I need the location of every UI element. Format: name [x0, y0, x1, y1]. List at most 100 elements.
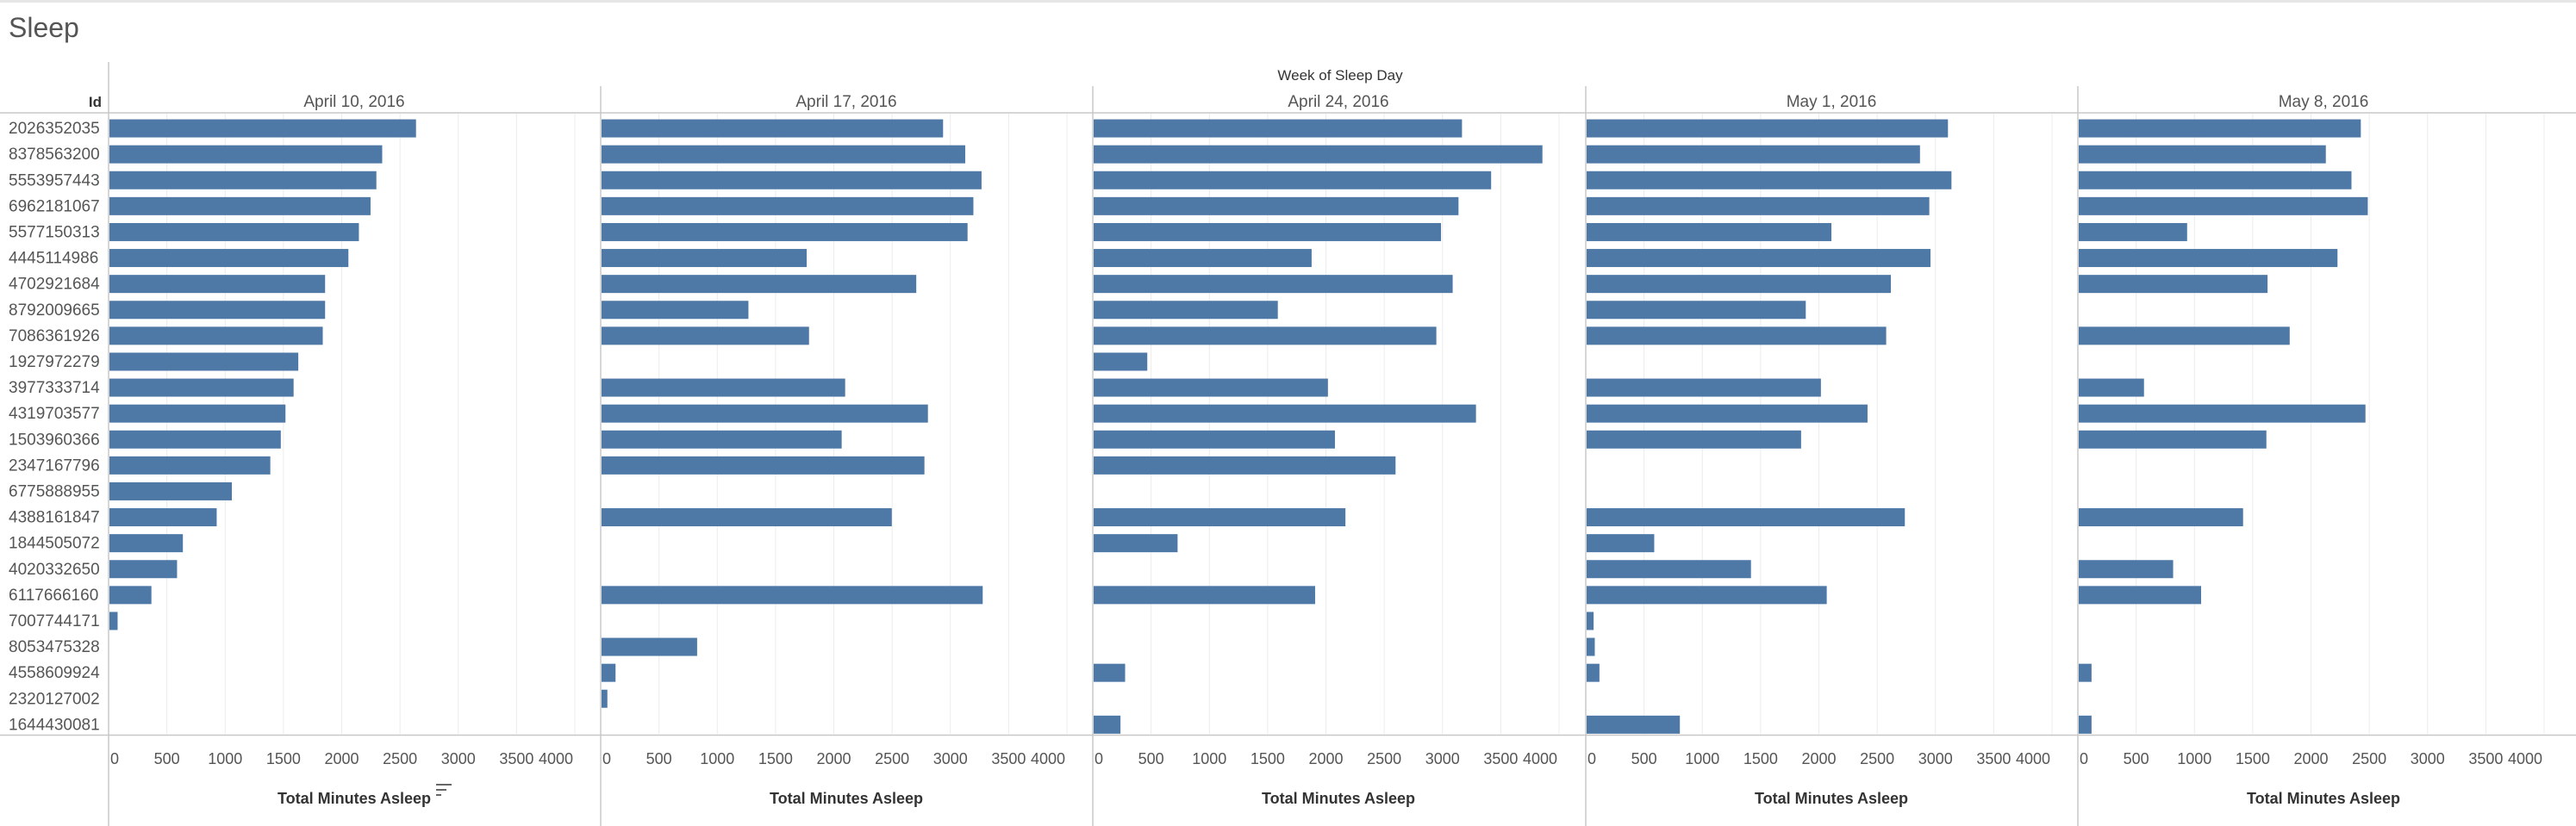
row-label: 4558609924 [9, 664, 100, 682]
row-label: 4388161847 [9, 509, 100, 527]
x-tick-label: 500 [1138, 750, 1164, 767]
bar [109, 508, 217, 527]
bar [2079, 404, 2366, 423]
bar [602, 119, 944, 138]
x-tick-label: 500 [646, 750, 672, 767]
row-label: 8792009665 [9, 301, 100, 320]
x-tick-label: 1500 [758, 750, 793, 767]
row-label: 5553957443 [9, 171, 100, 189]
x-tick-label: 3500 [1976, 750, 2011, 767]
bar [602, 222, 968, 241]
bar [1587, 637, 1595, 656]
row-label: 7007744171 [9, 612, 100, 630]
bar [2079, 222, 2187, 241]
x-tick-label: 0 [1587, 750, 1596, 767]
bar [2079, 508, 2243, 527]
x-tick-label: 3000 [441, 750, 476, 767]
bar [109, 249, 349, 268]
row-label: 7086361926 [9, 327, 100, 345]
x-tick-label: 1500 [1743, 750, 1778, 767]
bar [1094, 249, 1312, 268]
bar [1587, 275, 1892, 294]
bar [109, 301, 326, 320]
bar [1587, 430, 1801, 449]
x-tick-label: 3000 [933, 750, 968, 767]
bar [1587, 249, 1930, 268]
panel-header-3: May 1, 2016 [1787, 93, 1877, 111]
column-header: Week of Sleep Day [1277, 67, 1403, 84]
sheet-title: Sleep [9, 12, 79, 43]
row-label: 6775888955 [9, 482, 100, 500]
sort-icon-bar-long [436, 784, 452, 786]
sort-descending-icon[interactable] [436, 782, 452, 798]
bar [109, 145, 383, 164]
bar [109, 534, 184, 553]
bar [1587, 301, 1806, 320]
bar [2079, 275, 2268, 294]
bar [109, 430, 281, 449]
bar [2079, 378, 2144, 397]
bar [602, 508, 892, 527]
x-axis-title-0: Total Minutes Asleep [278, 790, 431, 807]
bar [1587, 508, 1905, 527]
bar [1094, 145, 1543, 164]
bar [1587, 326, 1887, 345]
x-tick-label: 3000 [1425, 750, 1460, 767]
bar [109, 196, 371, 215]
bar [2079, 586, 2202, 605]
bar [602, 663, 616, 682]
x-tick-label: 3000 [2411, 750, 2445, 767]
bar [109, 275, 326, 294]
bar [109, 222, 359, 241]
bar [2079, 249, 2338, 268]
x-tick-label: 1000 [700, 750, 734, 767]
bar [2079, 145, 2326, 164]
x-tick-label: 2500 [383, 750, 417, 767]
bar [1587, 612, 1594, 630]
bar [602, 249, 808, 268]
x-axis-title-4: Total Minutes Asleep [2247, 790, 2400, 807]
x-tick-label: 1500 [2236, 750, 2270, 767]
x-tick-label: 4000 [1031, 750, 1065, 767]
panel-header-0: April 10, 2016 [303, 93, 404, 111]
bar [1587, 663, 1600, 682]
x-tick-label: 500 [1631, 750, 1657, 767]
panel-header-2: April 24, 2016 [1288, 93, 1388, 111]
bar [109, 481, 233, 500]
bar [1094, 663, 1126, 682]
x-tick-label: 0 [602, 750, 611, 767]
row-label: 8378563200 [9, 146, 100, 164]
row-label: 2347167796 [9, 456, 100, 475]
x-tick-label: 0 [2080, 750, 2088, 767]
top-border [0, 0, 2576, 3]
bar [1587, 404, 1868, 423]
x-tick-label: 2000 [1801, 750, 1836, 767]
sort-icon-bar-short [436, 794, 441, 796]
x-axis-title-2: Total Minutes Asleep [1262, 790, 1415, 807]
row-label: 3977333714 [9, 379, 100, 397]
bar [1094, 171, 1492, 189]
x-tick-label: 4000 [2508, 750, 2542, 767]
bar [602, 145, 965, 164]
x-tick-label: 3500 [2468, 750, 2503, 767]
bar [602, 430, 842, 449]
bar [2079, 560, 2174, 579]
row-label: 1844505072 [9, 535, 100, 553]
panel-header-1: April 17, 2016 [795, 93, 896, 111]
bar [1094, 586, 1315, 605]
bar [602, 326, 809, 345]
x-tick-label: 1000 [208, 750, 242, 767]
x-tick-label: 3500 [1483, 750, 1518, 767]
row-label: 6962181067 [9, 197, 100, 215]
bar [1094, 430, 1335, 449]
bar [109, 171, 377, 189]
x-tick-label: 3000 [1918, 750, 1953, 767]
bar [1587, 378, 1821, 397]
row-label: 1927972279 [9, 353, 100, 371]
bar [2079, 663, 2092, 682]
bar [1094, 715, 1121, 734]
bar [2079, 326, 2290, 345]
bar [109, 352, 299, 371]
bar [2079, 430, 2267, 449]
